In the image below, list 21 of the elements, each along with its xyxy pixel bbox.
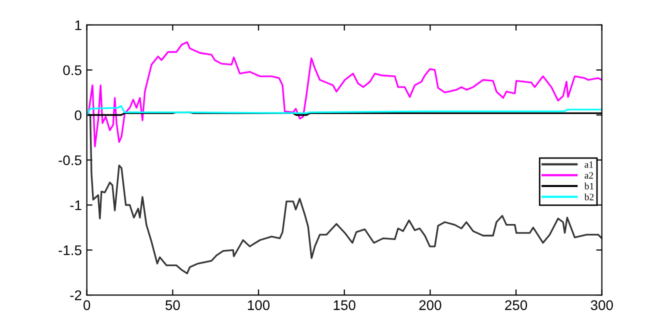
line-series: [86, 105, 602, 116]
y-tick-label: -1: [70, 200, 82, 210]
x-tick-label: 100: [248, 300, 270, 310]
x-tick-label: 300: [590, 300, 613, 310]
y-tick-label: 0.5: [63, 65, 82, 76]
y-tick-label: 0: [74, 110, 82, 120]
x-tick-label: 0: [84, 300, 90, 310]
legend-label: a2: [584, 172, 594, 179]
x-tick-label: 50: [166, 300, 180, 310]
legend-label: b1: [584, 182, 594, 190]
y-tick-label: -2: [70, 290, 82, 300]
line-series: [86, 41, 602, 148]
x-tick-label: 200: [419, 300, 442, 310]
x-tick-label: 250: [505, 300, 528, 310]
y-tick-label: 1: [75, 20, 82, 30]
y-tick-label: -1.5: [58, 246, 82, 256]
line-series: [86, 114, 602, 274]
y-tick-label: -0.5: [58, 155, 82, 166]
legend-label: a1: [584, 161, 593, 168]
x-tick-label: 150: [334, 300, 356, 310]
legend-label: b2: [584, 193, 594, 200]
